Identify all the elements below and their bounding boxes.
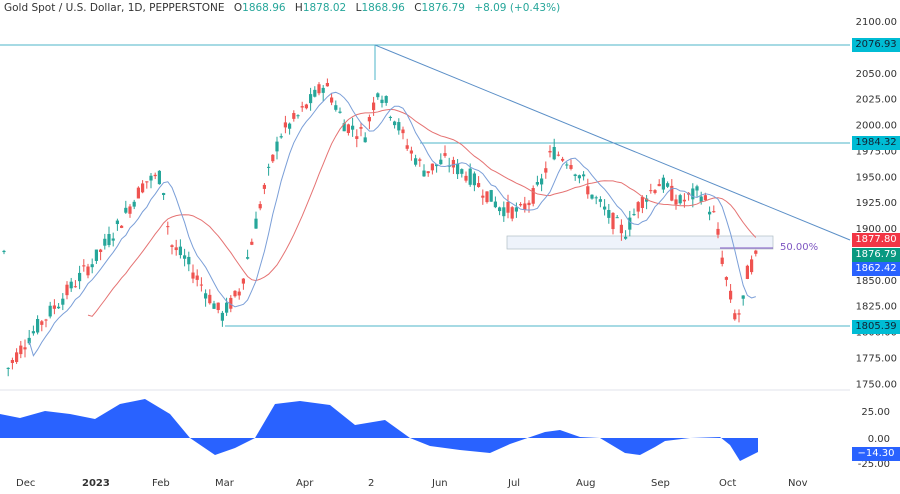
time-label: Mar xyxy=(215,478,234,489)
tag-resistance-top: 2076.93 xyxy=(852,38,900,52)
svg-text:1750.00: 1750.00 xyxy=(856,379,897,390)
svg-text:2100.00: 2100.00 xyxy=(856,17,897,28)
svg-text:25.00: 25.00 xyxy=(861,407,890,418)
time-label: Feb xyxy=(152,478,170,489)
tag-ma-blue: 1862.42 xyxy=(852,262,900,276)
oscillator-area xyxy=(0,399,758,461)
time-label: Aug xyxy=(576,478,596,489)
tag-support: 1805.39 xyxy=(852,320,900,334)
tag-last-price: 1876.79 xyxy=(852,248,900,262)
svg-text:1850.00: 1850.00 xyxy=(856,276,897,287)
time-label: Oct xyxy=(719,478,737,489)
fib-label: 50.00% xyxy=(780,242,819,253)
ohlc-close: C1876.79 xyxy=(414,2,465,14)
ohlc-change: +8.09 (+0.43%) xyxy=(474,2,561,14)
symbol-title: Gold Spot / U.S. Dollar, 1D, PEPPERSTONE xyxy=(4,2,225,14)
svg-text:2000.00: 2000.00 xyxy=(856,121,897,132)
ohlc-open: O1868.96 xyxy=(233,2,286,14)
tag-ma-red: 1877.80 xyxy=(852,233,900,247)
time-label: Jul xyxy=(508,478,521,489)
ohlc-high: H1878.02 xyxy=(294,2,347,14)
svg-text:0.00: 0.00 xyxy=(868,434,890,445)
svg-text:1775.00: 1775.00 xyxy=(856,353,897,364)
slow-moving-average xyxy=(87,108,757,317)
time-label: 2023 xyxy=(82,478,110,489)
svg-text:1900.00: 1900.00 xyxy=(856,224,897,235)
time-label: Sep xyxy=(651,478,670,489)
fib-zone xyxy=(506,235,774,250)
ohlc-low: L1868.96 xyxy=(355,2,405,14)
fast-moving-average xyxy=(28,91,756,357)
chart-legend: Gold Spot / U.S. Dollar, 1D, PEPPERSTONE… xyxy=(4,2,566,14)
time-label: 2 xyxy=(368,478,375,489)
svg-text:1925.00: 1925.00 xyxy=(856,198,897,209)
descending-trendline xyxy=(374,44,851,241)
svg-text:1950.00: 1950.00 xyxy=(856,172,897,183)
svg-text:2025.00: 2025.00 xyxy=(856,95,897,106)
time-label: Apr xyxy=(296,478,314,489)
tag-osc-value: −14.30 xyxy=(852,447,900,461)
time-label: Nov xyxy=(788,478,808,489)
time-label: Dec xyxy=(16,478,36,489)
tag-resistance-mid: 1984.32 xyxy=(852,136,900,150)
svg-text:1975.00: 1975.00 xyxy=(856,146,897,157)
svg-text:-25.00: -25.00 xyxy=(858,459,890,470)
time-label: Jun xyxy=(432,478,448,489)
svg-text:2050.00: 2050.00 xyxy=(856,69,897,80)
svg-text:1825.00: 1825.00 xyxy=(856,302,897,313)
